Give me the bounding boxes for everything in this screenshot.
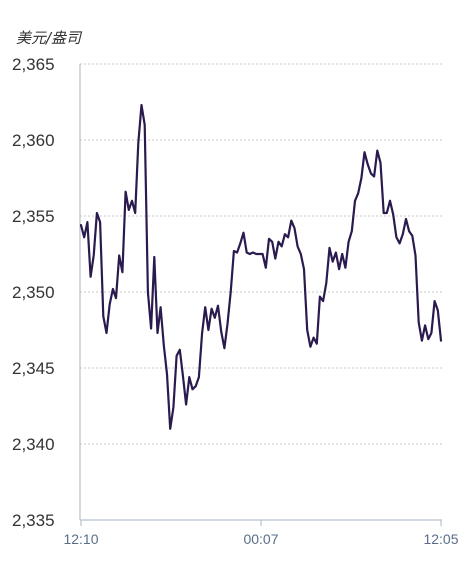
x-tick-label: 12:05 — [423, 531, 458, 547]
y-tick-label: 2,350 — [12, 283, 55, 302]
axes — [79, 64, 442, 526]
y-tick-label: 2,360 — [12, 131, 55, 150]
price-line — [79, 103, 443, 430]
x-tick-label: 00:07 — [243, 531, 278, 547]
y-tick-label: 2,335 — [12, 511, 55, 530]
y-tick-label: 2,345 — [12, 359, 55, 378]
y-tick-label: 2,365 — [12, 55, 55, 74]
y-axis-ticks: 2,365 2,360 2,355 2,350 2,345 2,340 2,335 — [12, 55, 55, 530]
unit-label: 美元/盎司 — [16, 29, 83, 47]
y-tick-label: 2,340 — [12, 435, 55, 454]
y-tick-label: 2,355 — [12, 207, 55, 226]
x-tick-label: 12:10 — [63, 531, 98, 547]
grid — [80, 63, 442, 445]
x-axis-ticks: 12:10 00:07 12:05 — [63, 531, 458, 547]
